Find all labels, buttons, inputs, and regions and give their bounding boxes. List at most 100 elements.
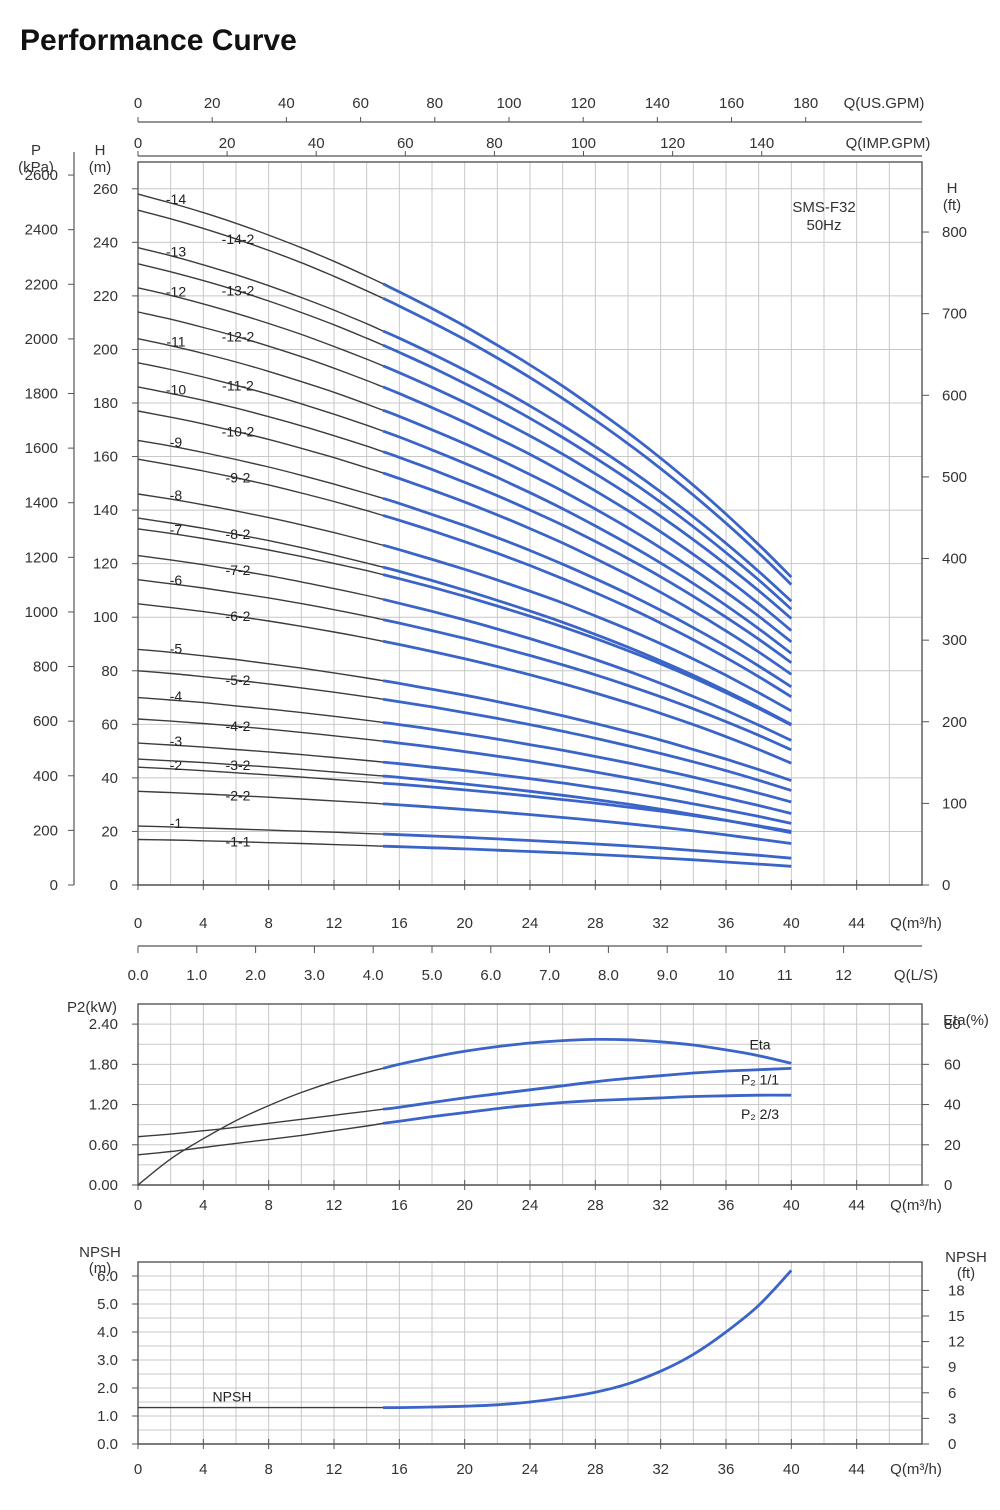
hft-tick-label: 700	[942, 306, 967, 323]
power-x-tick-label: 28	[587, 1197, 604, 1214]
head-x-tick-label: 28	[587, 915, 604, 932]
head-x-tick-label: 36	[718, 915, 735, 932]
power-x-tick-label: 32	[652, 1197, 669, 1214]
npsh-ft-tick-label: 9	[948, 1359, 956, 1376]
gpm-us-tick-label: 0	[134, 95, 142, 112]
head-6-2-curve-blue	[382, 639, 792, 765]
h-tick-label: 180	[93, 395, 118, 412]
npsh-m-tick-label: 2.0	[97, 1380, 118, 1397]
gpm-us-tick-label: 80	[426, 95, 443, 112]
power-curve-label: P₂ 1/1	[741, 1071, 779, 1087]
npsh-ft-tick-label: 0	[948, 1436, 956, 1453]
head-3-curve-gray	[137, 742, 384, 763]
eta-tick-label: 20	[944, 1137, 961, 1154]
gpm-us-tick-label: 120	[571, 95, 596, 112]
head-chart: 0204060801001201401601802002202402600200…	[18, 142, 967, 932]
head-4-2-curve-gray	[137, 718, 384, 742]
head-7-curve-gray	[137, 528, 384, 576]
p2-tick-label: 1.20	[89, 1097, 118, 1114]
ls-tick-label: 12	[835, 967, 852, 984]
p-tick-label: 1400	[25, 495, 58, 512]
curve-label: -5	[170, 640, 183, 656]
head-4-curve-blue	[382, 721, 792, 804]
head-13-curve-blue	[382, 329, 793, 603]
head-1-1-curve-gray	[137, 838, 384, 847]
power-curve-label: P₂ 2/3	[741, 1106, 779, 1122]
head-14-curve-blue	[382, 282, 793, 579]
head-4-curve-gray	[137, 696, 384, 724]
curve-label: -7	[170, 521, 183, 537]
head-10-curve-gray	[137, 386, 384, 453]
h-tick-label: 120	[93, 556, 118, 573]
power-P₂ 1/1-curve-gray	[137, 1108, 384, 1138]
npsh-x-tick-label: 40	[783, 1461, 800, 1478]
power-x-tick-label: 20	[456, 1197, 473, 1214]
ls-axis: 0.0 1.0 2.0 3.0 4.0 5.0 6.0 7.0 8.0 9.0 10 11 12 Q(L/…	[128, 945, 938, 984]
ls-tick-label: 0.0	[128, 967, 149, 984]
gpm-imp-unit: Q(IMP.GPM)	[846, 135, 931, 152]
h-tick-label: 240	[93, 234, 118, 251]
curve-label: -4-2	[226, 718, 251, 734]
p2-tick-label: 2.40	[89, 1016, 118, 1033]
p-tick-label: 1800	[25, 386, 58, 403]
npsh-ft-axis-title: NPSH	[945, 1249, 987, 1266]
head-curves: -1-1-1-2-2-2-3-3-2-4-4-2-5-5-2-6-6-2-7-7…	[137, 191, 793, 868]
p-tick-label: 1000	[25, 604, 58, 621]
p-tick-label: 1600	[25, 440, 58, 457]
curve-label: -11-2	[222, 377, 254, 393]
curve-label: -10-2	[222, 423, 255, 439]
eta-tick-label: 0	[944, 1177, 952, 1194]
ls-unit: Q(L/S)	[894, 967, 938, 984]
npsh-x-tick-label: 28	[587, 1461, 604, 1478]
hft-tick-label: 0	[942, 877, 950, 894]
h-tick-label: 0	[110, 877, 118, 894]
head-x-tick-label: 0	[134, 915, 142, 932]
head-8-curve-gray	[137, 493, 384, 546]
frequency-label: 50Hz	[806, 217, 841, 234]
ls-tick-label: 10	[718, 967, 735, 984]
curve-label: -9	[170, 434, 183, 450]
npsh-m-axis-title: NPSH	[79, 1244, 121, 1261]
head-13-2-curve-blue	[382, 343, 793, 611]
head-6-2-curve-gray	[137, 603, 384, 642]
ls-tick-label: 7.0	[539, 967, 560, 984]
head-x-tick-label: 24	[522, 915, 539, 932]
npsh-x-tick-label: 16	[391, 1461, 408, 1478]
curve-label: -3	[170, 733, 183, 749]
p-tick-label: 1200	[25, 549, 58, 566]
gpm-us-tick-label: 140	[645, 95, 670, 112]
npsh-x-tick-label: 20	[456, 1461, 473, 1478]
p-tick-label: 0	[50, 877, 58, 894]
npsh-ft-tick-label: 18	[948, 1282, 965, 1299]
p-tick-label: 2400	[25, 222, 58, 239]
npsh-m-tick-label: 3.0	[97, 1352, 118, 1369]
p-axis-title: P	[31, 142, 41, 159]
model-label: SMS-F32	[792, 199, 855, 216]
gpm-us-tick-label: 20	[204, 95, 221, 112]
ls-tick-label: 4.0	[363, 967, 384, 984]
p-tick-label: 800	[33, 659, 58, 676]
power-x-tick-label: 44	[848, 1197, 865, 1214]
head-1-curve-gray	[137, 825, 384, 835]
curve-label: -14-2	[222, 231, 255, 247]
head-13-curve-gray	[137, 247, 384, 332]
head-6-curve-blue	[382, 618, 792, 752]
npsh-m-tick-label: 0.0	[97, 1436, 118, 1453]
head-x-tick-label: 40	[783, 915, 800, 932]
head-8-2-curve-gray	[137, 517, 384, 568]
curve-label: -8	[170, 487, 183, 503]
curve-label: -5-2	[226, 672, 251, 688]
p-tick-label: 200	[33, 822, 58, 839]
h-tick-label: 260	[93, 181, 118, 198]
ls-tick-label: 8.0	[598, 967, 619, 984]
hft-tick-label: 200	[942, 714, 967, 731]
npsh-curve-label: NPSH	[213, 1389, 252, 1405]
curve-label: -13-2	[222, 282, 255, 298]
npsh-ft-tick-label: 12	[948, 1334, 965, 1351]
p2-tick-label: 0.00	[89, 1177, 118, 1194]
curve-label: -2	[170, 757, 183, 773]
curve-label: -14	[166, 191, 186, 207]
head-9-2-curve-blue	[382, 514, 793, 698]
p2-tick-label: 0.60	[89, 1137, 118, 1154]
gpm-imp-tick-label: 60	[397, 135, 414, 152]
